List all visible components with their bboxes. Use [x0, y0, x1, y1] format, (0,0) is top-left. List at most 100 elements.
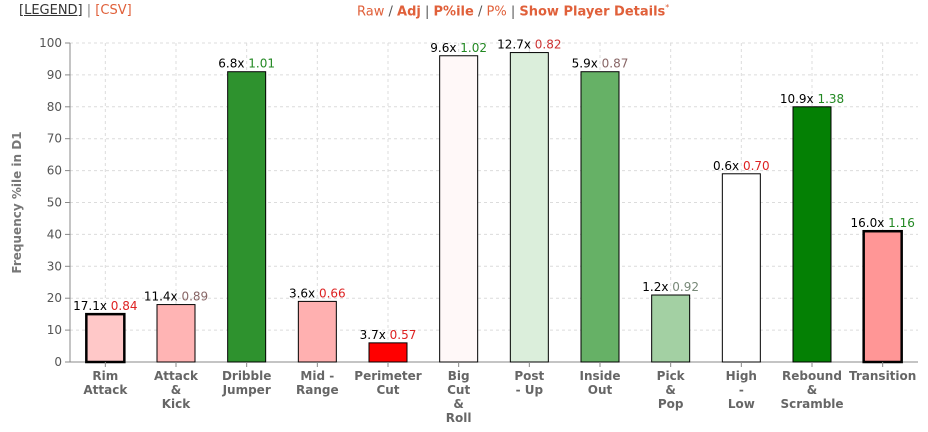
bar: [297, 300, 337, 363]
bar: [227, 71, 267, 363]
x-tick-label: Attack & Kick: [154, 369, 199, 411]
bar-value-label: 11.4x 0.89: [144, 290, 208, 304]
x-tick-label: Post - Up: [514, 369, 544, 397]
x-tick-label-line: Attack: [83, 383, 128, 397]
bar: [439, 55, 479, 363]
x-tick-label: Rebound & Scramble: [780, 369, 843, 411]
x-tick-label-line: Out: [588, 383, 613, 397]
mode-selector: Raw / Adj | P%ile / P% | Show Player Det…: [357, 3, 669, 19]
x-tick-label: Pick & Pop: [657, 369, 686, 411]
points-per-possession: 0.82: [535, 38, 562, 52]
x-tick-label-line: Pick: [657, 369, 686, 383]
frequency-multiplier: 1.2x: [642, 280, 672, 294]
y-tick-label: 90: [47, 68, 62, 82]
y-tick-label: 80: [47, 100, 62, 114]
points-per-possession: 0.92: [672, 280, 699, 294]
frequency-multiplier: 12.7x: [497, 38, 535, 52]
x-tick-label-line: Scramble: [780, 397, 843, 411]
x-tick-label-line: Post: [514, 369, 544, 383]
frequency-multiplier: 10.9x: [780, 92, 818, 106]
frequency-multiplier: 5.9x: [572, 57, 602, 71]
separator: |: [86, 3, 92, 18]
frequency-multiplier: 0.6x: [713, 159, 743, 173]
separator: /: [388, 4, 393, 20]
bar-value-label: 3.6x 0.66: [289, 286, 346, 300]
adj-option[interactable]: Adj: [397, 4, 421, 20]
bar: [721, 173, 761, 363]
y-axis-label: Frequency %ile in D1: [10, 131, 24, 273]
x-tick-label: Rim Attack: [83, 369, 128, 397]
y-tick-label: 70: [47, 132, 62, 146]
y-tick-label: 20: [47, 291, 62, 305]
x-tick-label-line: Dribble: [222, 369, 271, 383]
points-per-possession: 0.66: [319, 286, 346, 300]
x-tick-label-line: Range: [296, 383, 339, 397]
bar-value-label: 6.8x 1.01: [218, 57, 275, 71]
y-tick-label: 30: [47, 259, 62, 273]
bar: [580, 71, 620, 363]
x-tick-label-line: Inside: [580, 369, 621, 383]
percent-option[interactable]: P%: [486, 4, 507, 20]
x-tick-label-line: Jumper: [222, 383, 271, 397]
points-per-possession: 0.87: [602, 57, 629, 71]
points-per-possession: 0.70: [743, 159, 770, 173]
x-tick-label-line: Rim: [92, 369, 118, 383]
separator: |: [425, 4, 430, 20]
bar-value-label: 0.6x 0.70: [713, 159, 770, 173]
percentile-option[interactable]: P%ile: [433, 4, 474, 20]
frequency-multiplier: 9.6x: [430, 41, 460, 55]
separator: |: [510, 4, 516, 20]
y-tick-label: 100: [39, 36, 62, 50]
bar: [651, 294, 691, 363]
x-tick-label: Dribble Jumper: [222, 369, 272, 397]
points-per-possession: 1.16: [888, 216, 915, 230]
x-tick-label: High -Low: [726, 369, 757, 411]
x-tick-label-line: Kick: [162, 397, 192, 411]
asterisk-note: *: [665, 3, 670, 12]
frequency-multiplier: 3.7x: [360, 328, 390, 342]
points-per-possession: 1.02: [460, 41, 487, 55]
x-tick-label: Mid -Range: [296, 369, 339, 397]
points-per-possession: 0.57: [390, 328, 417, 342]
x-tick-label-line: Low: [728, 397, 755, 411]
y-tick-label: 0: [54, 355, 62, 369]
bar-value-label: 16.0x 1.16: [850, 216, 914, 230]
x-tick-label-line: High: [726, 369, 757, 383]
x-tick-label-line: &: [171, 383, 181, 397]
x-tick-label-line: Big: [448, 369, 470, 383]
bar: [156, 304, 196, 363]
x-tick-label-line: - Up: [516, 383, 544, 397]
y-tick-label: 10: [47, 323, 62, 337]
x-tick-label: Big Cut & Roll: [446, 369, 472, 425]
x-tick-label-line: Perimeter: [354, 369, 421, 383]
points-per-possession: 1.01: [248, 57, 275, 71]
x-tick-label-line: Pop: [658, 397, 684, 411]
csv-link[interactable]: [CSV]: [95, 3, 132, 18]
bar-value-label: 9.6x 1.02: [430, 41, 487, 55]
points-per-possession: 1.38: [817, 92, 844, 106]
points-per-possession: 0.84: [111, 299, 138, 313]
x-tick-label-line: Mid -: [300, 369, 334, 383]
frequency-multiplier: 3.6x: [289, 286, 319, 300]
x-tick-label: Perimeter Cut: [354, 369, 421, 397]
bar-value-label: 12.7x 0.82: [497, 38, 561, 52]
show-player-details-link[interactable]: Show Player Details: [519, 4, 666, 20]
bar: [792, 106, 832, 363]
x-tick-label-line: &: [665, 383, 675, 397]
frequency-multiplier: 6.8x: [218, 57, 248, 71]
bar: [509, 52, 549, 363]
x-tick-label-line: &: [807, 383, 817, 397]
frequency-multiplier: 17.1x: [73, 299, 111, 313]
bar: [85, 312, 126, 364]
bar: [862, 229, 903, 364]
x-tick-label-line: Transition: [849, 369, 916, 383]
x-tick-label-line: Attack: [154, 369, 199, 383]
bar-value-label: 5.9x 0.87: [572, 57, 629, 71]
bar-value-label: 1.2x 0.92: [642, 280, 699, 294]
bar-value-label: 10.9x 1.38: [780, 92, 844, 106]
x-tick-label-line: Roll: [446, 411, 472, 425]
x-tick-label-line: &: [453, 397, 463, 411]
legend-link[interactable]: [LEGEND]: [19, 3, 83, 18]
raw-option[interactable]: Raw: [357, 4, 385, 20]
